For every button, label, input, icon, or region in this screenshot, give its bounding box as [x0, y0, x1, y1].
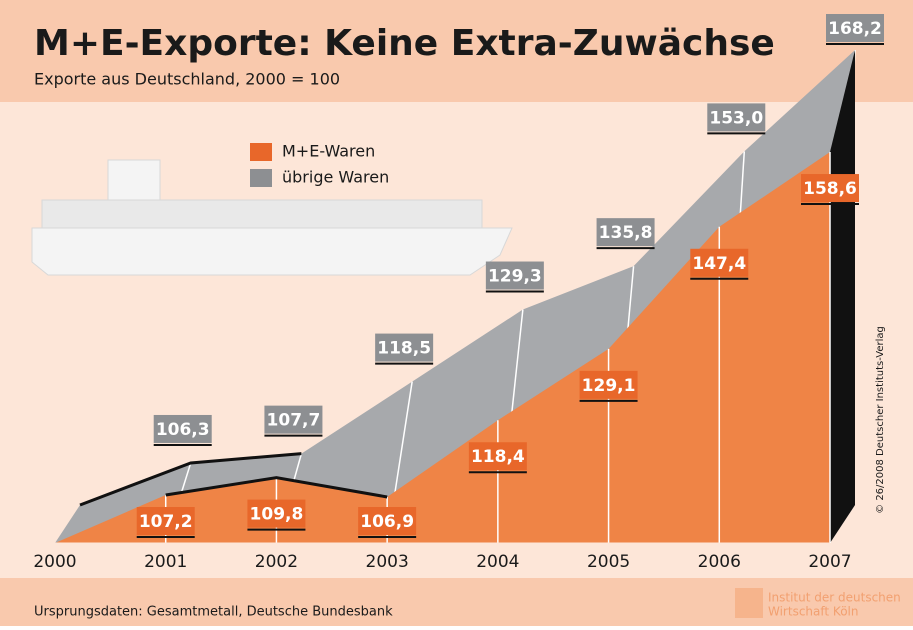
x-tick-label: 2007 — [808, 552, 851, 572]
value-label: 106,3 — [156, 420, 210, 440]
legend-swatch — [250, 169, 272, 187]
value-label: 129,1 — [582, 376, 636, 396]
value-label: 118,4 — [471, 447, 525, 467]
logo-mark — [735, 588, 763, 618]
x-tick-label: 2000 — [33, 552, 76, 572]
legend-label: M+E-Waren — [282, 142, 375, 161]
chart: M+E-Exporte: Keine Extra-Zuwächse Export… — [0, 0, 913, 626]
publisher: Institut der deutschen — [768, 591, 901, 605]
value-label: 158,6 — [803, 179, 857, 199]
legend-swatch — [250, 143, 272, 161]
x-tick-label: 2005 — [587, 552, 630, 572]
chart-title: M+E-Exporte: Keine Extra-Zuwächse — [34, 23, 775, 64]
value-label: 129,3 — [488, 267, 542, 287]
value-label: 118,5 — [377, 339, 431, 359]
value-label: 147,4 — [692, 254, 746, 274]
value-label: 107,2 — [139, 512, 193, 532]
publisher: Wirtschaft Köln — [768, 605, 858, 619]
ship-containers — [42, 200, 482, 228]
x-tick-label: 2006 — [698, 552, 741, 572]
copyright: © 26/2008 Deutscher Instituts-Verlag — [875, 326, 886, 514]
x-tick-label: 2004 — [476, 552, 519, 572]
value-label: 107,7 — [267, 411, 321, 431]
value-label: 168,2 — [828, 19, 882, 39]
x-tick-label: 2002 — [255, 552, 298, 572]
legend-label: übrige Waren — [282, 168, 389, 187]
x-tick-label: 2003 — [366, 552, 409, 572]
chart-subtitle: Exporte aus Deutschland, 2000 = 100 — [34, 70, 340, 89]
ship-bridge — [108, 160, 160, 200]
page: M+E-Exporte: Keine Extra-Zuwächse Export… — [0, 0, 913, 630]
value-label: 153,0 — [709, 108, 763, 128]
source: Ursprungsdaten: Gesamtmetall, Deutsche B… — [34, 605, 393, 620]
value-label: 106,9 — [360, 512, 414, 532]
value-label: 109,8 — [250, 505, 304, 525]
ship-hull — [32, 228, 512, 275]
x-tick-label: 2001 — [144, 552, 187, 572]
value-label: 135,8 — [599, 223, 653, 243]
